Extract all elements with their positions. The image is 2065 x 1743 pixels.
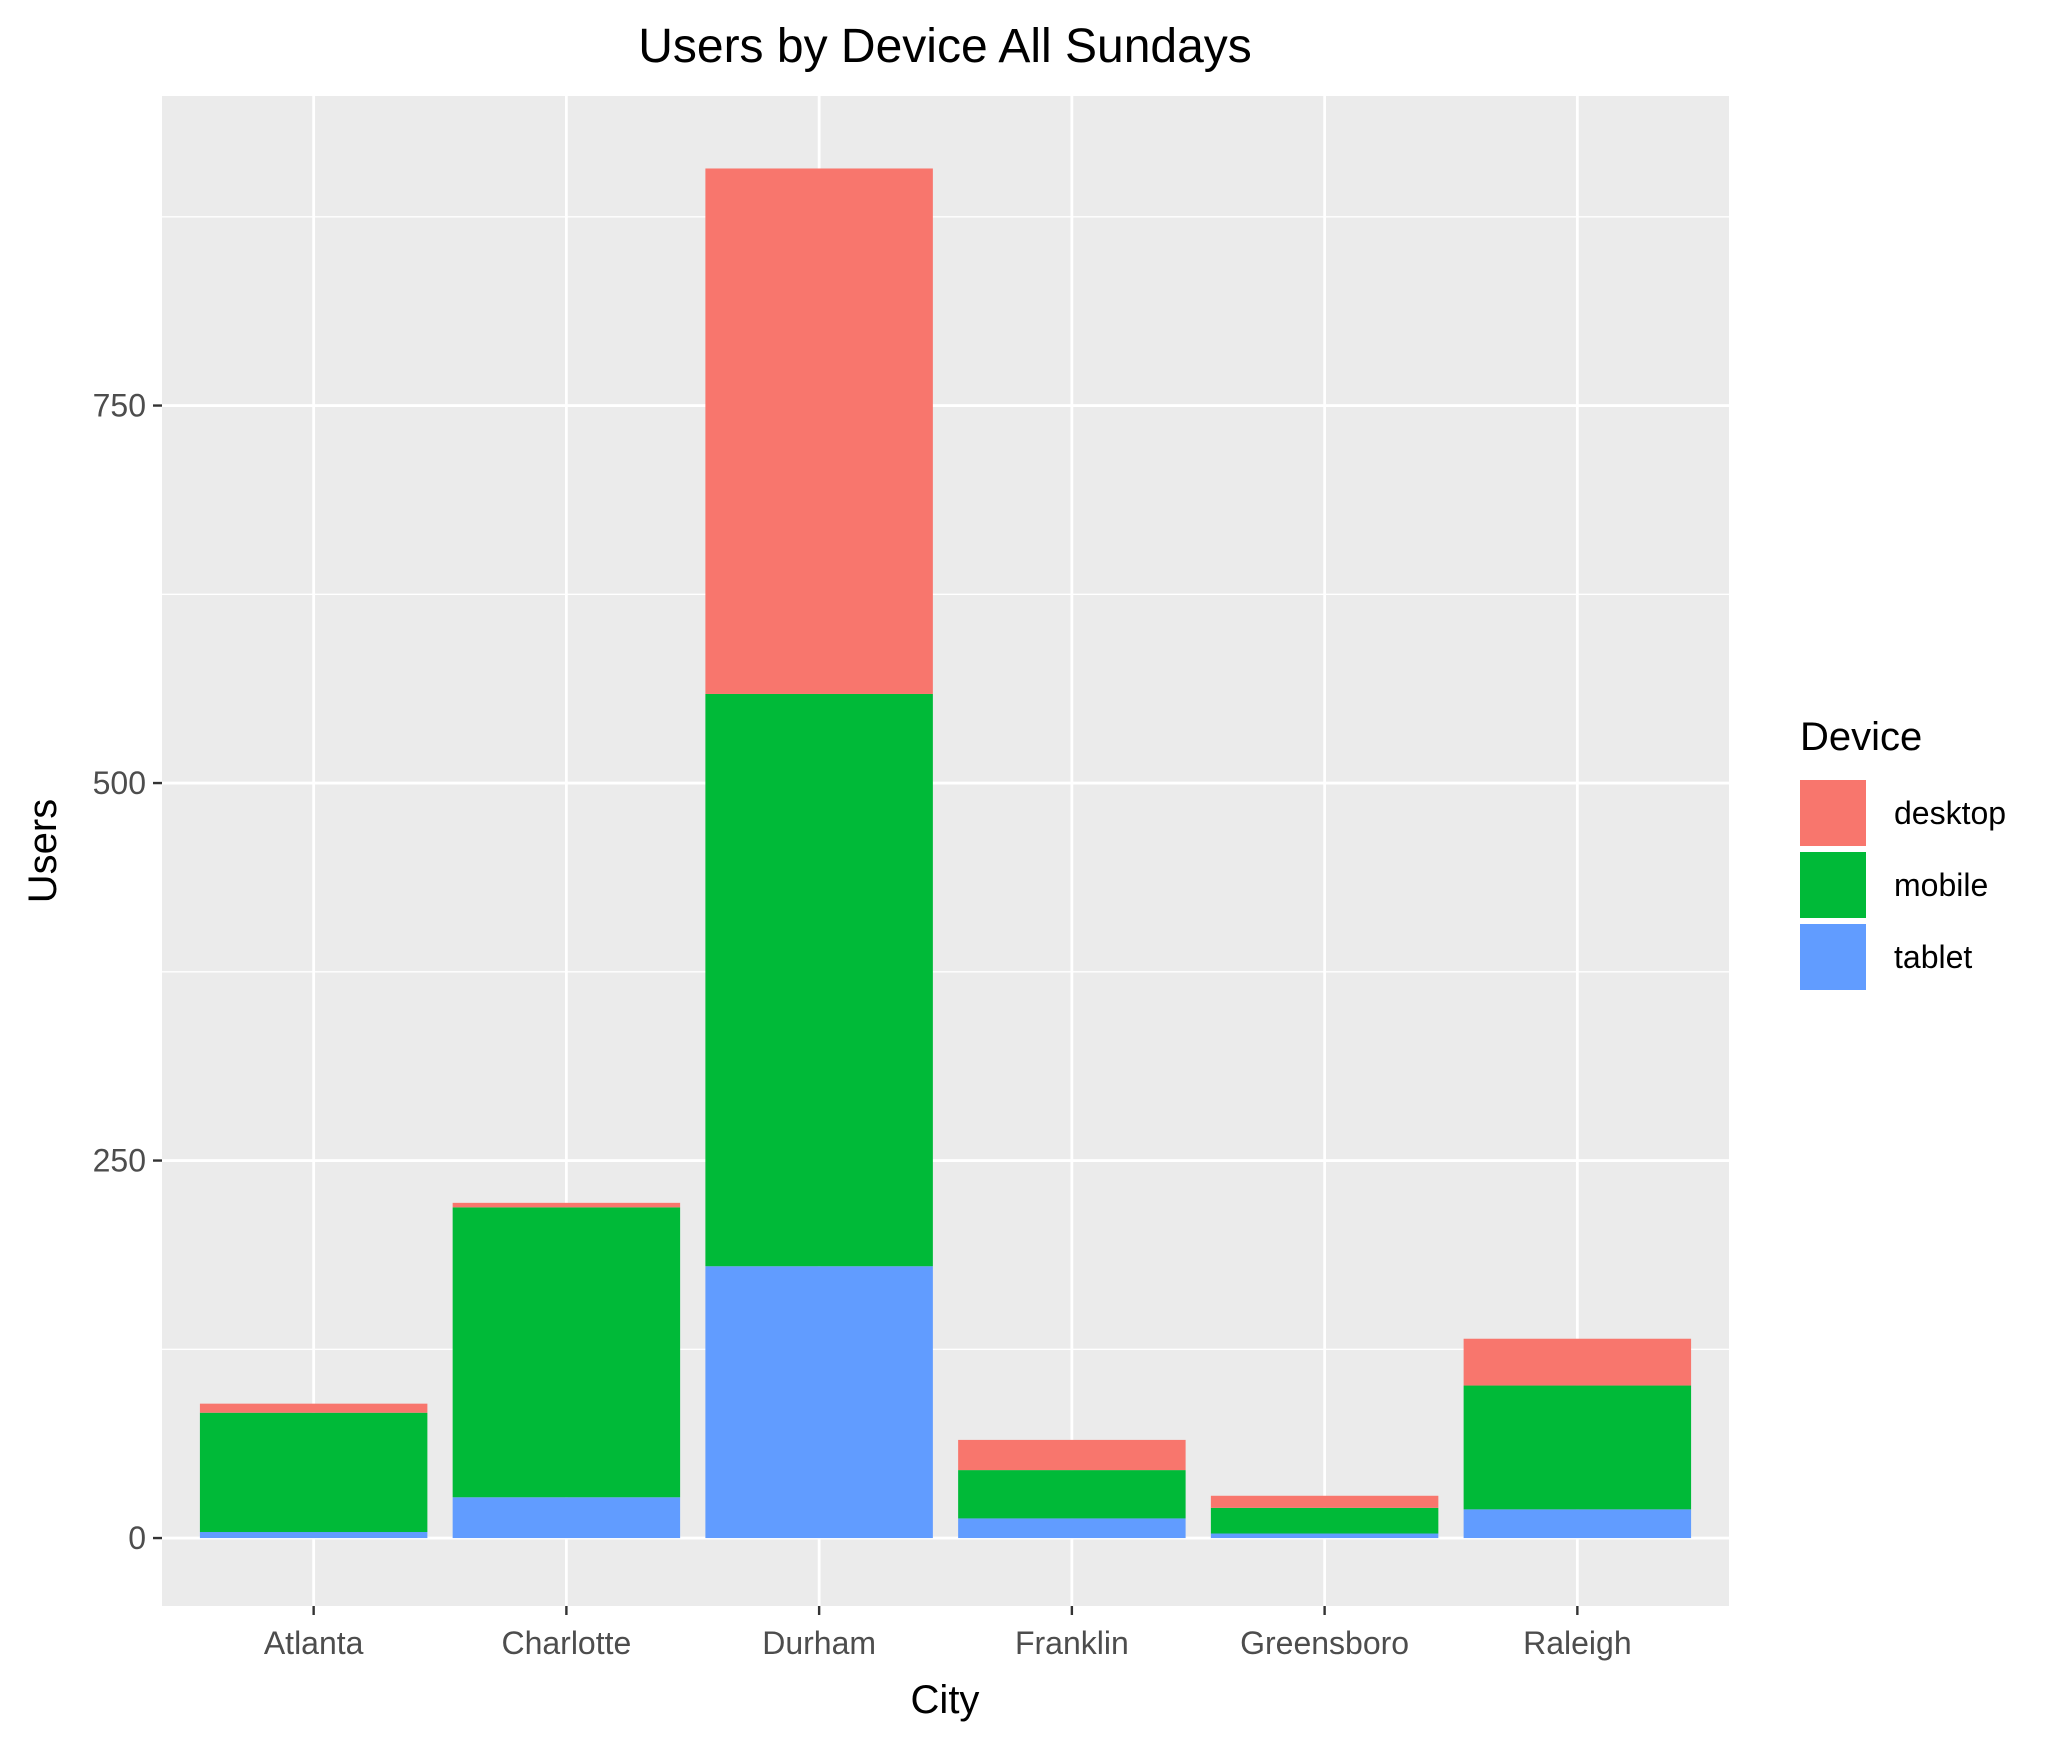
bar-tablet-franklin (958, 1518, 1186, 1539)
x-axis-title: City (911, 1678, 980, 1722)
bar-tablet-raleigh (1463, 1509, 1692, 1539)
bar-tablet-charlotte (452, 1497, 681, 1539)
bar-desktop-durham (705, 168, 933, 694)
y-axis-title: Users (21, 799, 65, 903)
x-tick-label: Greensboro (1240, 1625, 1409, 1661)
y-tick-label: 750 (93, 388, 146, 424)
bar-mobile-durham (705, 693, 933, 1267)
legend: Device desktop mobile tablet (1800, 715, 2006, 990)
bar-tablet-atlanta (199, 1532, 428, 1539)
bar-mobile-atlanta (199, 1412, 428, 1533)
bar-tablet-durham (705, 1266, 933, 1539)
bar-mobile-raleigh (1463, 1385, 1692, 1510)
legend-label-tablet: tablet (1894, 939, 1972, 975)
y-tick-label: 250 (93, 1143, 146, 1179)
bar-desktop-charlotte (452, 1202, 681, 1208)
x-tick-label: Durham (762, 1625, 876, 1661)
bar-mobile-greensboro (1210, 1507, 1439, 1534)
bar-mobile-franklin (958, 1470, 1186, 1519)
bar-tablet-greensboro (1210, 1533, 1439, 1539)
y-tick-label: 500 (93, 765, 146, 801)
x-tick-label: Charlotte (501, 1625, 631, 1661)
x-tick-label: Franklin (1015, 1625, 1129, 1661)
y-tick-label: 0 (128, 1520, 146, 1556)
legend-key-desktop (1800, 780, 1866, 846)
x-tick-label: Atlanta (264, 1625, 364, 1661)
chart-title: Users by Device All Sundays (638, 20, 1252, 73)
bar-desktop-franklin (958, 1439, 1186, 1471)
y-axis: 0 250 500 750 (93, 388, 162, 1556)
x-tick-label: Raleigh (1523, 1625, 1632, 1661)
legend-label-desktop: desktop (1894, 795, 2006, 831)
legend-label-mobile: mobile (1894, 867, 1988, 903)
legend-key-mobile (1800, 852, 1866, 918)
bar-desktop-greensboro (1210, 1495, 1439, 1508)
legend-key-tablet (1800, 924, 1866, 990)
bars (199, 168, 1692, 1539)
bar-desktop-raleigh (1463, 1338, 1692, 1386)
x-axis: Atlanta Charlotte Durham Franklin Greensboro… (264, 1606, 1632, 1661)
bar-mobile-charlotte (452, 1207, 681, 1498)
legend-title: Device (1800, 715, 1922, 759)
bar-desktop-atlanta (199, 1403, 428, 1413)
